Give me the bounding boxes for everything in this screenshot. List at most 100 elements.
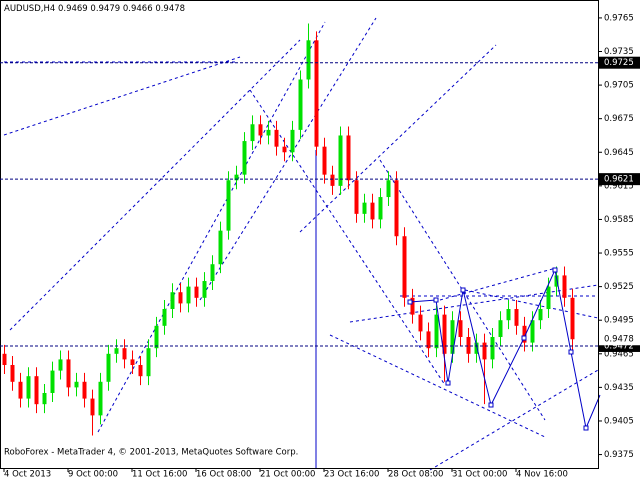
candle-body	[122, 348, 127, 360]
y-tick-label: 0.9585	[604, 215, 634, 225]
forecast-point	[568, 349, 574, 355]
candle-body	[266, 129, 271, 136]
candle-body	[114, 348, 119, 354]
candle-body	[138, 364, 143, 377]
forecast-point	[552, 267, 558, 273]
candle-body	[306, 40, 311, 80]
x-tick-label: 21 Oct 00:00	[260, 470, 315, 480]
copyright: RoboForex - MetaTrader 4, © 2001-2013, M…	[4, 448, 298, 458]
candle-body	[130, 359, 135, 365]
candle-body	[362, 202, 367, 214]
candle-body	[90, 398, 95, 416]
candle-body	[226, 180, 231, 231]
candle-body	[466, 337, 471, 354]
candle-body	[378, 197, 383, 220]
candle-body	[242, 141, 247, 175]
candle-body	[154, 325, 159, 349]
x-tick-label: 28 Oct 08:00	[388, 470, 443, 480]
candle-body	[538, 309, 543, 321]
candle-body	[450, 320, 455, 354]
candle-body	[18, 381, 23, 399]
x-tick-label: 23 Oct 16:00	[324, 470, 379, 480]
candle-body	[178, 292, 183, 304]
candle-body	[426, 331, 431, 349]
trend-line	[249, 89, 446, 386]
candle-body	[330, 174, 335, 186]
price-box	[599, 173, 640, 186]
price-label: 0.9472	[604, 341, 634, 351]
forecast-point	[583, 425, 589, 431]
trend-line	[329, 334, 546, 438]
header-open: 0.9469	[58, 4, 88, 14]
candle-body	[498, 320, 503, 338]
candle-body	[514, 309, 519, 326]
trend-line	[199, 17, 377, 301]
y-tick-label: 0.9735	[604, 47, 634, 57]
candle-body	[218, 230, 223, 265]
y-tick-label: 0.9435	[604, 383, 634, 393]
header-close: 0.9478	[155, 4, 185, 14]
candle-body	[394, 180, 399, 237]
trend-line	[9, 39, 301, 331]
y-tick-label: 0.9675	[604, 114, 634, 124]
candle-body	[530, 320, 535, 343]
x-tick-label: 16 Oct 08:00	[196, 470, 251, 480]
candle-body	[50, 370, 55, 393]
y-tick-label: 0.9375	[604, 450, 634, 460]
candle-body	[298, 79, 303, 130]
candle-body	[98, 381, 103, 416]
candle-body	[74, 381, 79, 388]
y-tick-label: 0.9705	[604, 81, 634, 91]
candle-body	[506, 309, 511, 321]
y-tick-label: 0.9465	[604, 349, 634, 359]
candle-body	[106, 353, 111, 382]
bid-label: 0.9478	[604, 335, 634, 345]
price-label: 0.9725	[604, 58, 634, 68]
candle-body	[490, 337, 495, 360]
y-tick-label: 0.9645	[604, 148, 634, 158]
forecast-point	[445, 380, 451, 386]
trend-line	[97, 21, 326, 433]
candle-body	[442, 314, 447, 354]
candle-body	[562, 275, 567, 298]
candle-body	[434, 314, 439, 349]
candle-body	[250, 124, 255, 142]
candle-body	[2, 353, 7, 365]
candle-body	[386, 180, 391, 198]
forecast-point	[460, 287, 466, 293]
candle-body	[370, 202, 375, 220]
forecast-point	[433, 297, 439, 303]
trend-line	[429, 369, 599, 471]
candle-body	[58, 359, 63, 371]
forecast-path	[409, 268, 601, 430]
candle-body	[274, 129, 279, 147]
candle-body	[210, 264, 215, 282]
y-tick-label: 0.9765	[604, 13, 634, 23]
candle-body	[458, 320, 463, 338]
candle-body	[234, 174, 239, 181]
x-tick-label: 4 Oct 2013	[4, 470, 51, 480]
forecast-point	[521, 335, 527, 341]
y-tick-label: 0.9555	[604, 249, 634, 259]
candle-body	[482, 342, 487, 360]
header-high: 0.9479	[90, 4, 120, 14]
candle-body	[290, 129, 295, 153]
candles	[2, 23, 575, 436]
candle-body	[546, 286, 551, 310]
candle-body	[522, 325, 527, 343]
forecast-points	[407, 267, 589, 431]
forecast-point	[488, 402, 494, 408]
candle-body	[186, 286, 191, 304]
x-tick-label: 4 Nov 16:00	[516, 470, 568, 480]
forecast	[407, 267, 601, 431]
candle-body	[194, 286, 199, 298]
forecast-point	[407, 299, 413, 305]
candle-body	[338, 135, 343, 186]
candle-body	[402, 236, 407, 298]
trend-line	[464, 289, 599, 319]
trend-line	[439, 267, 557, 301]
x-tick-label: 11 Oct 16:00	[132, 470, 187, 480]
candle-body	[474, 342, 479, 354]
candle-body	[314, 40, 319, 147]
